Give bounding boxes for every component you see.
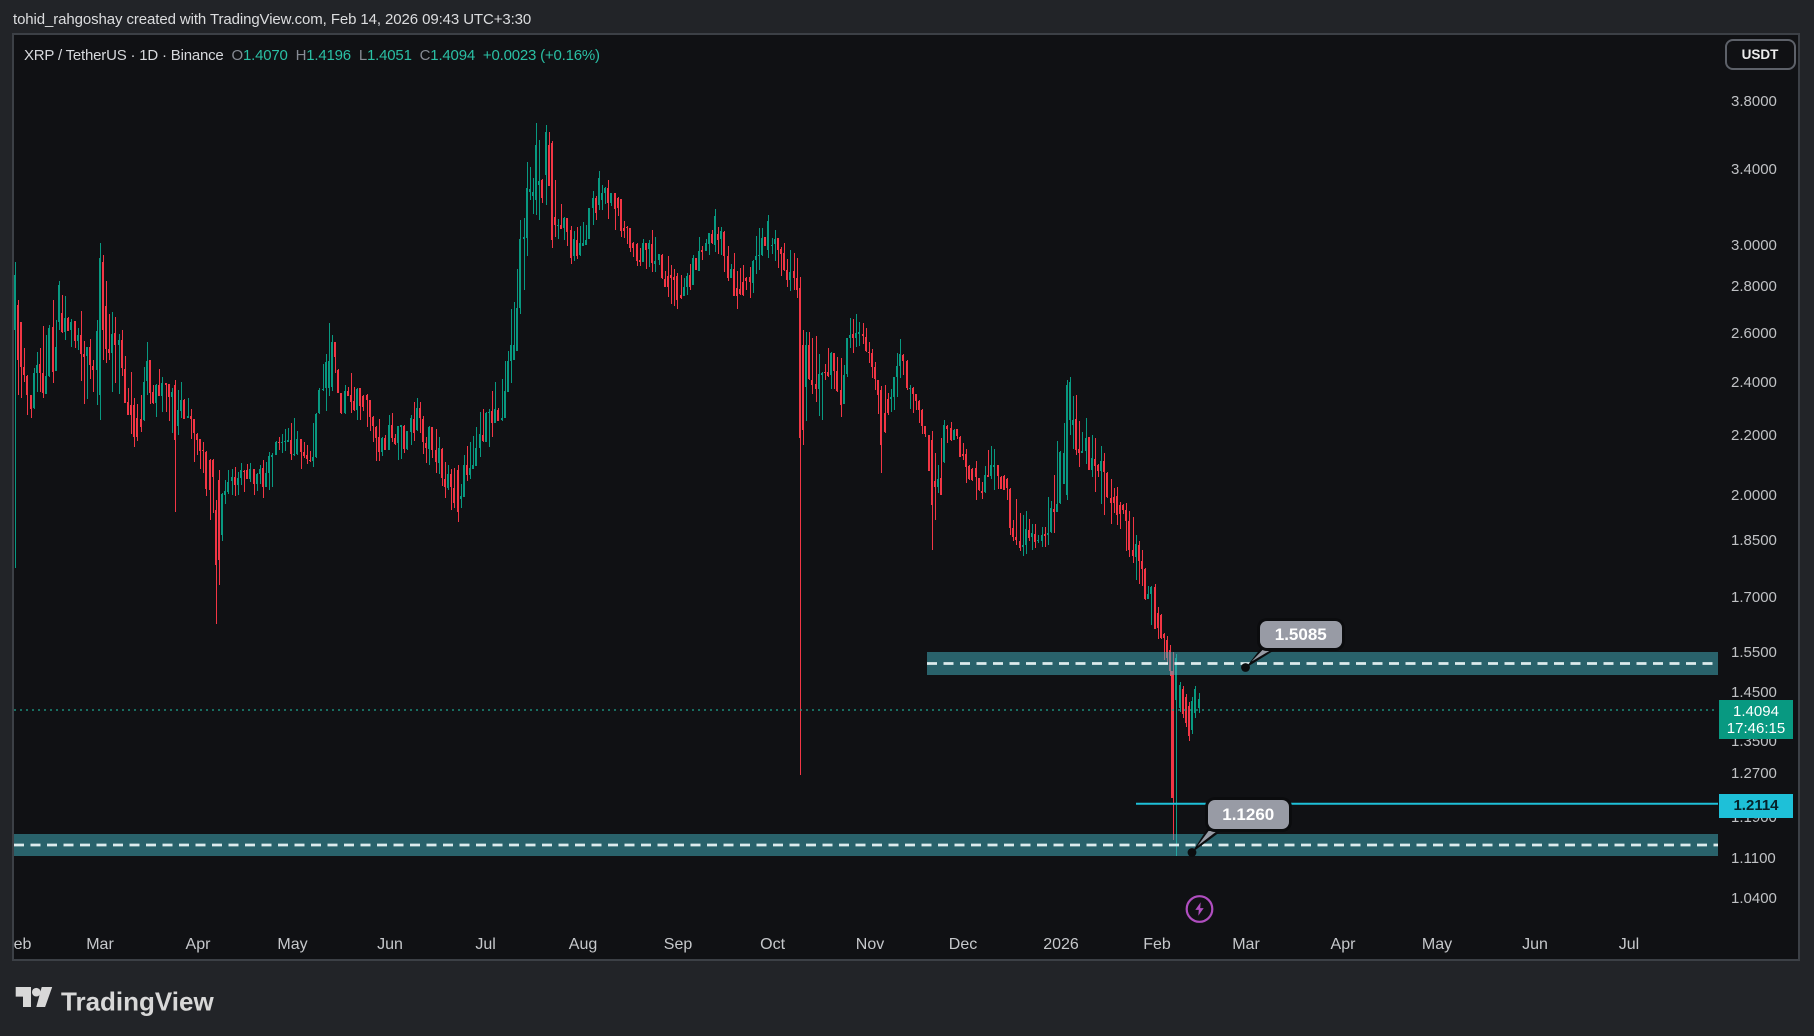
svg-text:TradingView: TradingView xyxy=(61,987,214,1017)
